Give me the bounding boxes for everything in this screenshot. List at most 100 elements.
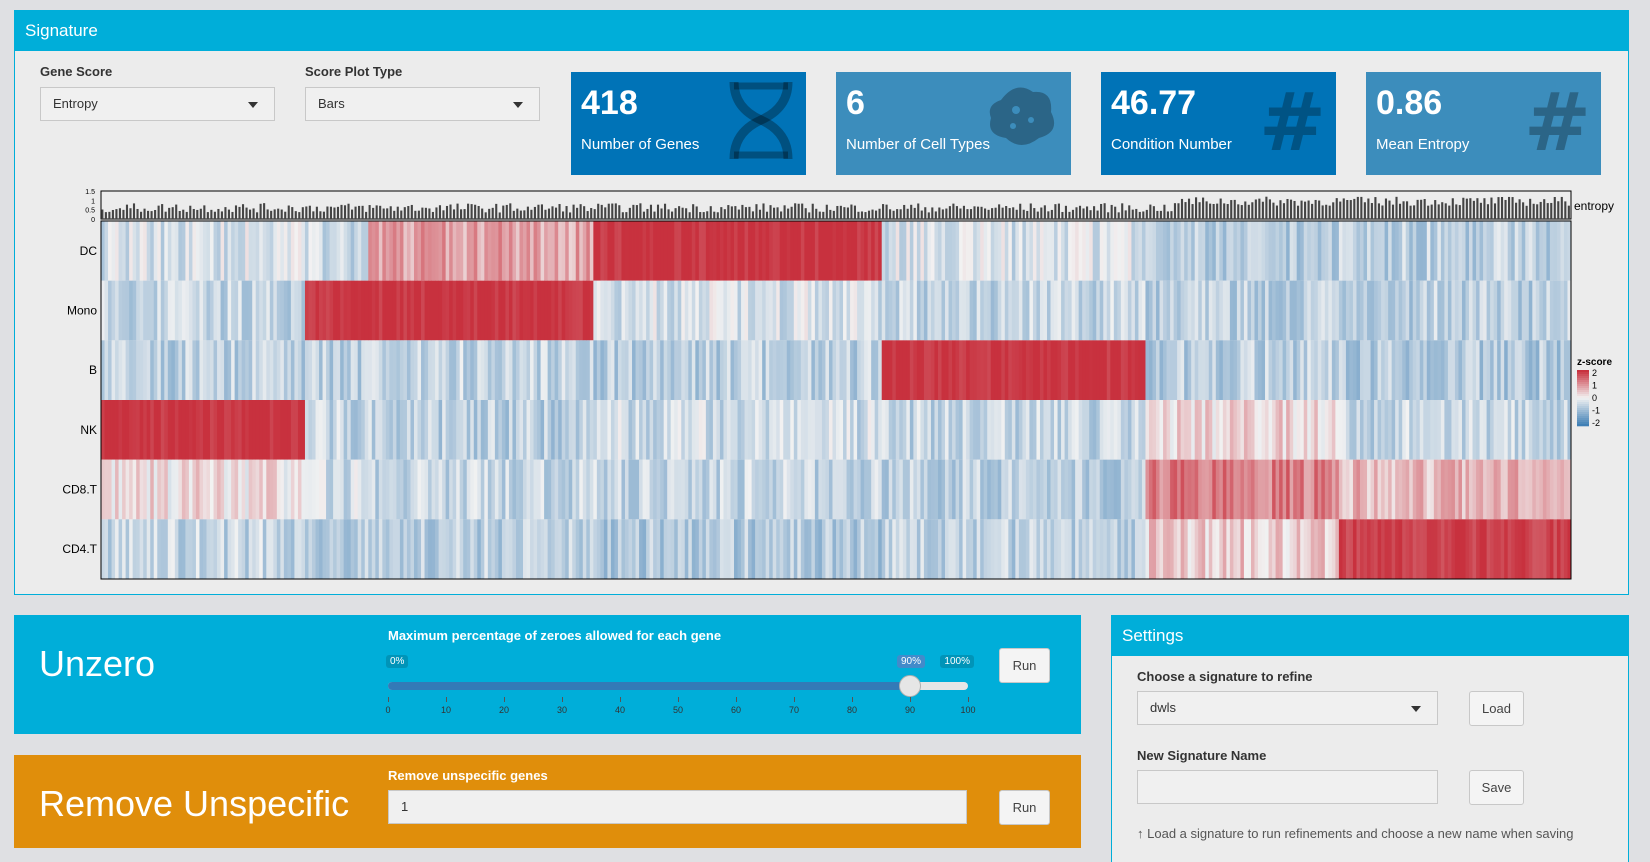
heatmap-cell [1556, 280, 1561, 341]
heatmap-cell [1018, 519, 1023, 579]
heatmap-cell [871, 221, 876, 281]
entropy-bar [122, 209, 125, 219]
remove-unspecific-run-button[interactable]: Run [999, 790, 1050, 825]
heatmap-cell [758, 280, 763, 341]
heatmap-cell [1314, 280, 1319, 341]
heatmap-cell [814, 221, 819, 281]
heatmap-cell [1071, 400, 1076, 460]
new-signature-name-input[interactable] [1137, 770, 1438, 804]
heatmap-cell [375, 459, 380, 520]
zeroes-slider[interactable]: 0% 100% 90% 0 10 20 30 40 50 60 70 80 90 100 [385, 655, 976, 715]
heatmap-cell [899, 221, 904, 281]
heatmap-cell [259, 519, 264, 579]
load-button[interactable]: Load [1469, 691, 1524, 726]
slider-handle[interactable] [899, 675, 921, 697]
heatmap-cell [1321, 340, 1326, 400]
heatmap-cell [1528, 400, 1533, 460]
heatmap-cell [146, 280, 151, 341]
heatmap-cell [1398, 340, 1403, 400]
heatmap-cell [115, 340, 119, 400]
heatmap-cell [392, 519, 397, 579]
heatmap-cell [667, 519, 672, 579]
heatmap-cell [1349, 519, 1354, 579]
heatmap-cell [526, 519, 531, 579]
heatmap-cell [691, 459, 696, 520]
heatmap-cell [1321, 221, 1326, 281]
heatmap-cell [902, 400, 907, 460]
heatmap-cell [297, 519, 302, 579]
heatmap-cell [304, 519, 309, 579]
entropy-bar [315, 206, 318, 219]
signature-select[interactable]: dwls [1137, 691, 1438, 725]
heatmap-cell [1345, 221, 1350, 281]
heatmap-cell [326, 519, 330, 579]
heatmap-cell [1497, 459, 1502, 520]
entropy-bar [456, 203, 459, 219]
heatmap-cell [1419, 280, 1424, 341]
heatmap-cell [498, 221, 503, 281]
score-plot-type-select[interactable]: Bars [305, 87, 540, 121]
heatmap-cell [1409, 340, 1414, 400]
heatmap-cell [508, 221, 513, 281]
heatmap-cell [744, 400, 749, 460]
entropy-bar [973, 206, 976, 219]
unzero-run-button[interactable]: Run [999, 648, 1050, 683]
heatmap-cell [1131, 459, 1136, 520]
heatmap-cell [1331, 340, 1336, 400]
heatmap-cell [853, 221, 858, 281]
signature-box: Signature Gene Score Entropy Score Plot … [14, 10, 1629, 595]
heatmap-cell [389, 340, 394, 400]
remove-unspecific-input[interactable]: 1 [388, 790, 967, 824]
heatmap-cell [136, 400, 141, 460]
heatmap-cell [371, 221, 376, 281]
heatmap-cell [1504, 221, 1509, 281]
entropy-bar [495, 203, 498, 219]
entropy-bar [723, 209, 726, 219]
save-button[interactable]: Save [1469, 770, 1524, 805]
heatmap-cell [326, 459, 330, 520]
heatmap-cell [653, 280, 658, 341]
entropy-bar [1395, 196, 1398, 219]
heatmap-cell [839, 519, 844, 579]
heatmap-cell [1335, 221, 1340, 281]
heatmap-cell [1032, 221, 1037, 281]
slider-tick-label: 70 [788, 705, 800, 715]
heatmap-cell [164, 459, 169, 520]
slider-tick [388, 697, 389, 702]
heatmap-cell [1377, 340, 1382, 400]
heatmap-cell [762, 280, 767, 341]
heatmap-cell [621, 221, 626, 281]
heatmap-cell [846, 280, 851, 341]
heatmap-cell [1141, 280, 1146, 341]
heatmap-cell [421, 459, 425, 520]
heatmap-cell [1015, 221, 1020, 281]
heatmap-cell [730, 519, 735, 579]
heatmap-cell [554, 340, 559, 400]
entropy-bar [811, 203, 814, 219]
heatmap-cell [811, 519, 816, 579]
gene-score-select[interactable]: Entropy [40, 87, 275, 121]
heatmap-cell [283, 400, 288, 460]
heatmap-cell [807, 519, 812, 579]
heatmap-cell [428, 400, 432, 460]
heatmap-cell [656, 340, 661, 400]
heatmap-cell [1539, 519, 1544, 579]
heatmap-cell [491, 400, 496, 460]
heatmap-cell [1563, 519, 1568, 579]
heatmap-cell [734, 519, 738, 579]
heatmap-cell [417, 280, 422, 341]
heatmap-cell [1043, 459, 1048, 520]
entropy-bar [569, 212, 572, 219]
heatmap-cell [695, 400, 700, 460]
heatmap-cell [234, 280, 239, 341]
heatmap-cell [1243, 280, 1248, 341]
heatmap-cell [224, 340, 229, 400]
heatmap-cell [625, 519, 629, 579]
entropy-bar [765, 211, 769, 219]
entropy-bar [1532, 203, 1535, 219]
heatmap-cell [1124, 400, 1129, 460]
heatmap-cell [748, 340, 752, 400]
heatmap-cell [1229, 400, 1234, 460]
heatmap-cell [1395, 519, 1400, 579]
heatmap-cell [438, 221, 443, 281]
